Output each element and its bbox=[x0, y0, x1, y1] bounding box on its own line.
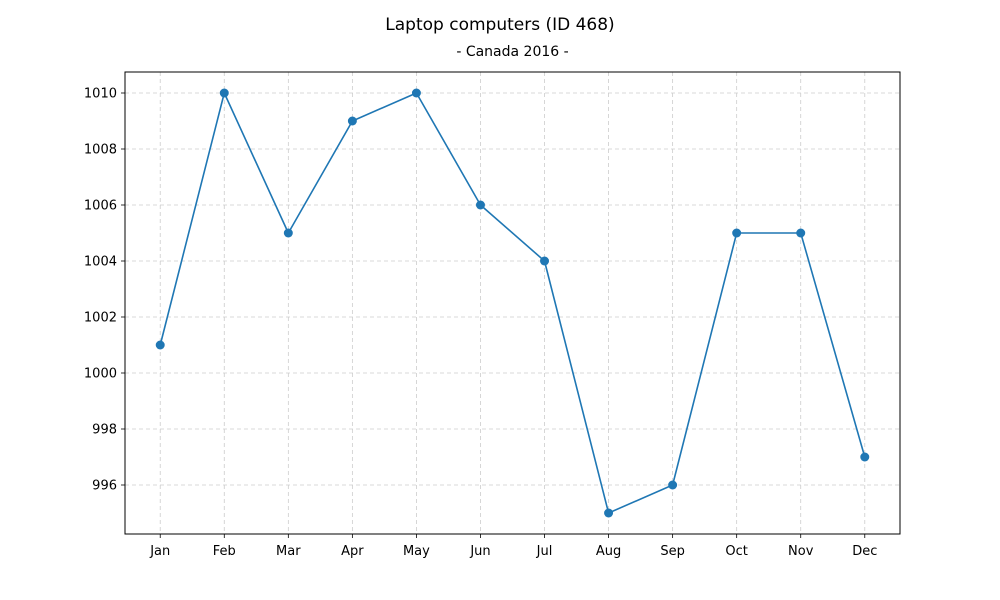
y-tick-label: 998 bbox=[92, 423, 117, 438]
plot-frame bbox=[124, 71, 901, 535]
y-tick-label: 1006 bbox=[84, 199, 117, 214]
x-tick-label: Jul bbox=[536, 544, 553, 559]
y-tick-label: 1004 bbox=[84, 255, 117, 270]
data-point-oct bbox=[732, 228, 742, 238]
x-tick-label: Dec bbox=[852, 544, 877, 559]
data-point-may bbox=[411, 88, 421, 98]
series-layer bbox=[155, 88, 870, 518]
data-point-sep bbox=[668, 480, 678, 490]
data-point-dec bbox=[860, 452, 870, 462]
x-tick-label: Apr bbox=[341, 544, 364, 559]
data-point-jul bbox=[540, 256, 550, 266]
series-line bbox=[159, 92, 866, 514]
data-point-feb bbox=[219, 88, 229, 98]
y-tick-label: 1000 bbox=[84, 367, 117, 382]
chart-subtitle: - Canada 2016 - bbox=[456, 44, 569, 60]
x-tick-label: Nov bbox=[788, 544, 814, 559]
y-tick-label: 996 bbox=[92, 479, 117, 494]
x-tick-label: Oct bbox=[725, 544, 747, 559]
x-tick-label: Jan bbox=[149, 544, 170, 559]
data-point-apr bbox=[347, 116, 357, 126]
x-tick-label: May bbox=[403, 544, 430, 559]
y-tick-label: 1010 bbox=[84, 87, 117, 102]
y-tick-label: 1008 bbox=[84, 143, 117, 158]
grid-layer bbox=[125, 72, 900, 534]
x-tick-label: Jun bbox=[469, 544, 490, 559]
data-point-jan bbox=[155, 340, 165, 350]
chart-title: Laptop computers (ID 468) bbox=[385, 15, 615, 35]
x-tick-label: Sep bbox=[660, 544, 685, 559]
x-tick-label: Feb bbox=[213, 544, 236, 559]
data-point-mar bbox=[283, 228, 293, 238]
y-tick-label: 1002 bbox=[84, 311, 117, 326]
x-tick-label: Mar bbox=[276, 544, 301, 559]
data-point-jun bbox=[475, 200, 485, 210]
data-point-aug bbox=[604, 508, 614, 518]
axis-layer: Jan Feb Mar Apr May Jun Jul Aug Sep Oct Nov Dec 996 9… bbox=[84, 71, 901, 559]
x-tick-label: Aug bbox=[596, 544, 621, 559]
data-point-nov bbox=[796, 228, 806, 238]
